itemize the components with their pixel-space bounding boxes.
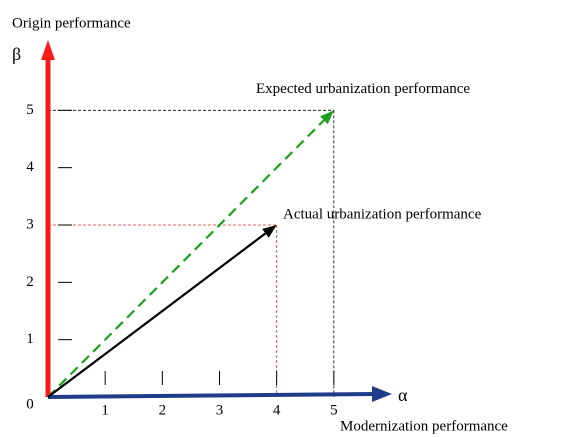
x-axis-symbol: α <box>398 385 408 405</box>
x-axis <box>47 392 375 399</box>
y-axis-label: Origin performance <box>12 15 131 31</box>
x-axis-arrow <box>372 386 392 402</box>
y-tick-label: 3 <box>26 216 34 232</box>
x-tick-label: 4 <box>273 402 281 418</box>
vector-label: Actual urbanization performance <box>283 206 482 222</box>
y-tick-label: 4 <box>26 159 34 175</box>
x-tick-label: 1 <box>101 402 109 418</box>
y-tick-label: 2 <box>26 274 34 290</box>
x-tick-label: 5 <box>330 402 338 418</box>
y-axis-arrow <box>41 40 55 60</box>
vector <box>47 119 325 398</box>
x-tick-label: 2 <box>159 402 167 418</box>
origin-label: 0 <box>26 396 34 412</box>
y-tick-label: 5 <box>26 102 34 118</box>
y-axis-symbol: β <box>12 44 21 64</box>
y-tick-label: 1 <box>26 331 34 347</box>
vector-head <box>262 225 277 238</box>
vector <box>47 232 267 398</box>
x-tick-label: 3 <box>216 402 224 418</box>
x-axis-label: Modernization performance <box>340 418 508 434</box>
vector-label: Expected urbanization performance <box>256 81 470 97</box>
vector-head <box>320 110 334 125</box>
